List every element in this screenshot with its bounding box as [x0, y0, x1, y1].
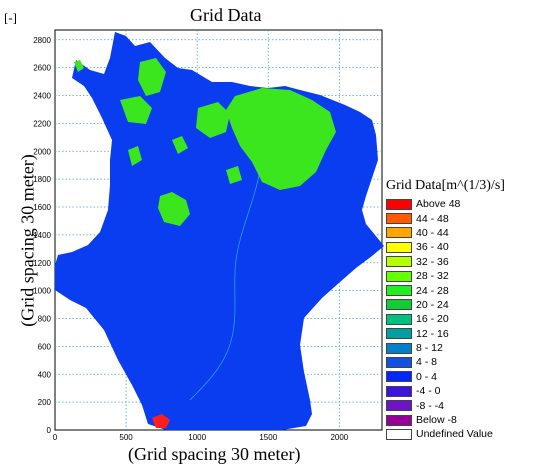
legend-item: 28 - 32: [386, 269, 505, 283]
legend-swatch: [386, 371, 412, 383]
legend-label: Above 48: [416, 198, 461, 211]
legend-item: 40 - 44: [386, 226, 505, 240]
legend-item: 24 - 28: [386, 283, 505, 297]
legend-swatch: [386, 428, 412, 440]
legend-item: 20 - 24: [386, 298, 505, 312]
unit-label: [-]: [4, 10, 17, 25]
legend-item: -4 - 0: [386, 384, 505, 398]
x-tick-label: 1500: [259, 433, 277, 442]
x-tick-label: 0: [53, 433, 58, 442]
legend-item: 0 - 4: [386, 370, 505, 384]
y-tick-label: 1400: [33, 231, 51, 240]
y-axis-label: (Grid spacing 30 meter): [17, 154, 38, 327]
legend-label: 16 - 20: [416, 313, 449, 326]
legend-label: 24 - 28: [416, 284, 449, 297]
legend-label: Below -8: [416, 414, 457, 427]
y-tick-label: 1000: [33, 287, 51, 296]
x-tick-label: 1000: [188, 433, 206, 442]
legend-swatch: [386, 227, 412, 239]
y-tick-label: 800: [38, 315, 52, 324]
legend-label: -8 - -4: [416, 399, 445, 412]
legend-label: -4 - 0: [416, 385, 441, 398]
legend-swatch: [386, 400, 412, 412]
legend-label: 40 - 44: [416, 226, 449, 239]
river-line: [189, 169, 261, 401]
legend-swatch: [386, 198, 412, 210]
legend-item: 32 - 36: [386, 255, 505, 269]
y-tick-label: 1200: [33, 259, 51, 268]
legend-label: 28 - 32: [416, 270, 449, 283]
legend-item: -8 - -4: [386, 398, 505, 412]
legend-item: 44 - 48: [386, 211, 505, 225]
legend-label: 32 - 36: [416, 255, 449, 268]
legend-item: Above 48: [386, 197, 505, 211]
legend-swatch: [386, 241, 412, 253]
high-value-hotspot: [152, 414, 170, 428]
y-tick-label: 1600: [33, 203, 51, 212]
legend-item: 12 - 16: [386, 327, 505, 341]
legend-title: Grid Data[m^(1/3)/s]: [386, 178, 505, 193]
legend: Grid Data[m^(1/3)/s] Above 48 44 - 48 40 -…: [386, 178, 505, 442]
legend-swatch: [386, 328, 412, 340]
legend-items: Above 48 44 - 48 40 - 44 36 - 40 32 - 36 28 -…: [386, 197, 505, 442]
y-tick-label: 0: [47, 426, 52, 435]
legend-label: 36 - 40: [416, 241, 449, 254]
y-tick-label: 200: [38, 398, 52, 407]
legend-item: Undefined Value: [386, 427, 505, 441]
legend-label: Undefined Value: [416, 428, 493, 441]
y-tick-label: 2200: [33, 119, 51, 128]
map-title: Grid Data: [190, 5, 262, 25]
y-tick-label: 2400: [33, 92, 51, 101]
legend-label: 44 - 48: [416, 212, 449, 225]
y-tick-label: 2800: [33, 36, 51, 45]
legend-swatch: [386, 385, 412, 397]
vegetation-patches: [74, 58, 336, 226]
legend-label: 20 - 24: [416, 298, 449, 311]
legend-swatch: [386, 213, 412, 225]
legend-swatch: [386, 285, 412, 297]
legend-swatch: [386, 313, 412, 325]
x-axis-label: (Grid spacing 30 meter): [128, 444, 301, 464]
legend-label: 12 - 16: [416, 327, 449, 340]
legend-item: 4 - 8: [386, 355, 505, 369]
legend-label: 8 - 12: [416, 342, 443, 355]
legend-label: 0 - 4: [416, 370, 438, 383]
legend-item: 16 - 20: [386, 312, 505, 326]
y-tick-label: 2000: [33, 147, 51, 156]
legend-item: 36 - 40: [386, 240, 505, 254]
y-tick-label: 400: [38, 370, 52, 379]
legend-swatch: [386, 342, 412, 354]
y-tick-label: 2600: [33, 64, 51, 73]
x-tick-label: 500: [119, 433, 133, 442]
legend-swatch: [386, 356, 412, 368]
legend-item: 8 - 12: [386, 341, 505, 355]
legend-swatch: [386, 414, 412, 426]
legend-swatch: [386, 270, 412, 282]
legend-label: 4 - 8: [416, 356, 438, 369]
y-tick-label: 600: [38, 342, 52, 351]
y-tick-label: 1800: [33, 175, 51, 184]
legend-swatch: [386, 256, 412, 268]
x-tick-label: 2000: [330, 433, 348, 442]
legend-swatch: [386, 299, 412, 311]
legend-item: Below -8: [386, 413, 505, 427]
